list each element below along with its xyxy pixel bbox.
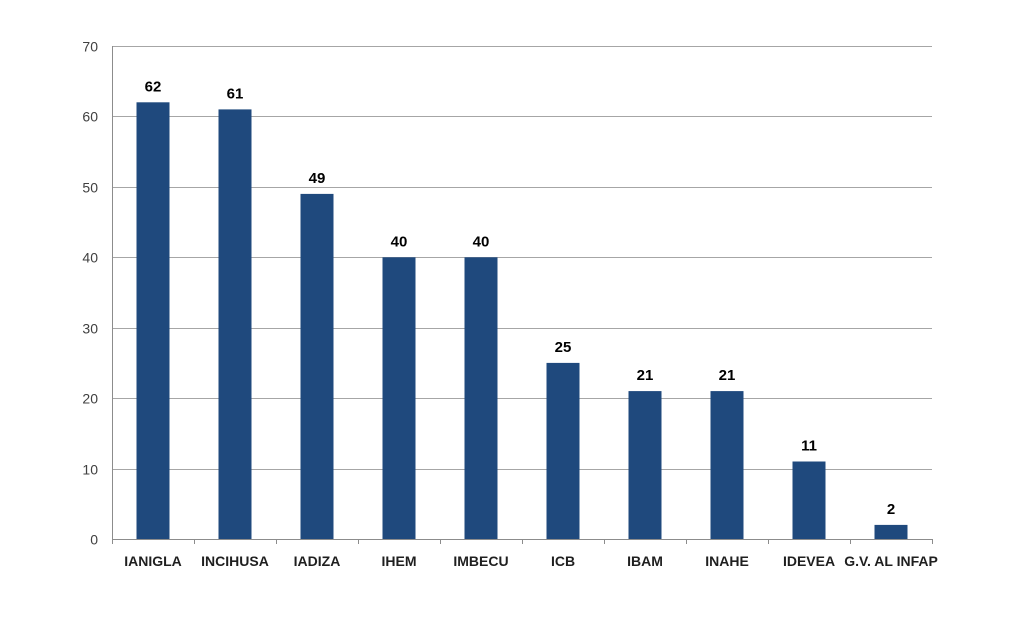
bar-imbecu: [464, 257, 498, 539]
bar-incihusa: [218, 109, 252, 540]
data-label: 49: [309, 170, 326, 187]
x-tick-label: IBAM: [627, 553, 663, 569]
bar-iadiza: [300, 193, 334, 539]
data-label: 62: [145, 78, 162, 95]
x-tick-label: IANIGLA: [124, 553, 182, 569]
y-tick-label: 50: [82, 180, 98, 196]
data-label: 25: [555, 339, 572, 356]
y-tick-label: 60: [82, 109, 98, 125]
data-label: 21: [637, 367, 654, 384]
bar-idevea: [792, 461, 826, 539]
x-tick-label: IHEM: [382, 553, 417, 569]
x-tick-label: IADIZA: [294, 553, 341, 569]
bar-ianigla: [136, 102, 170, 540]
bar-inahe: [710, 391, 744, 539]
x-tick-label: ICB: [551, 553, 575, 569]
y-tick-label: 20: [82, 391, 98, 407]
x-tick-label: IDEVEA: [783, 553, 835, 569]
y-tick-label: 70: [82, 39, 98, 55]
labels: 0 10 20 30 40 50 60 70 62 IANIGLA 61 INCIHUSA 49 IADI…: [82, 39, 937, 570]
bar-icb: [546, 362, 580, 539]
x-tick-label: G.V. AL INFAP: [844, 553, 938, 569]
data-label: 40: [473, 233, 490, 250]
bar-ibam: [628, 391, 662, 539]
bar-g-v-al-infap: [874, 524, 908, 539]
bars: [136, 102, 908, 540]
y-tick-label: 30: [82, 321, 98, 337]
data-label: 2: [887, 501, 895, 518]
y-tick-label: 0: [90, 532, 98, 548]
y-tick-label: 10: [82, 462, 98, 478]
data-label: 40: [391, 233, 408, 250]
axes: [112, 46, 933, 544]
data-label: 21: [719, 367, 736, 384]
x-tick-label: INCIHUSA: [201, 553, 269, 569]
x-tick-label: IMBECU: [453, 553, 508, 569]
bar-ihem: [382, 257, 416, 539]
x-tick-label: INAHE: [705, 553, 749, 569]
data-label: 61: [227, 85, 244, 102]
data-label: 11: [801, 438, 817, 455]
y-tick-label: 40: [82, 250, 98, 266]
